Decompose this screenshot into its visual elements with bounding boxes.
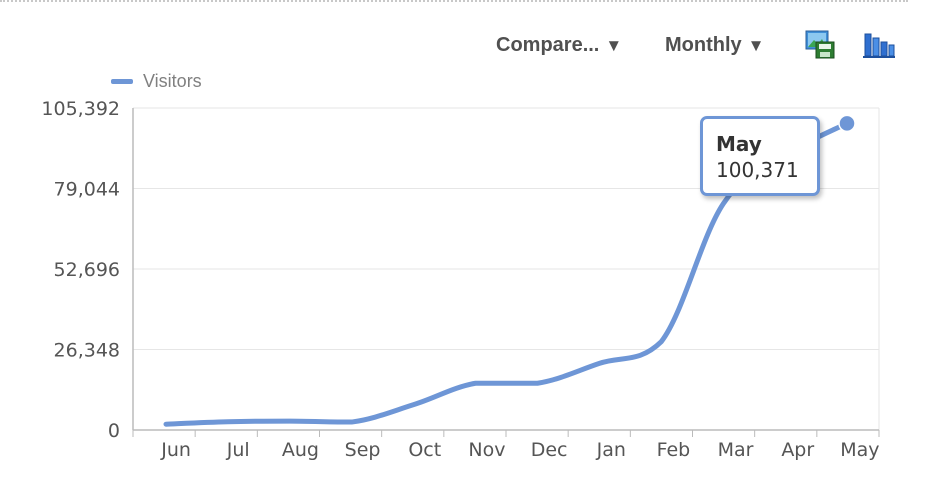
compare-dropdown-arrow-icon: ▼: [605, 36, 623, 55]
top-dotted-border: [0, 0, 908, 2]
legend-item-visitors[interactable]: Visitors: [111, 70, 202, 92]
x-tick-label: Jun: [160, 439, 191, 461]
save-image-icon: [805, 30, 835, 59]
data-point[interactable]: [719, 200, 727, 208]
period-dropdown-arrow-icon: ▼: [747, 36, 765, 55]
data-point[interactable]: [657, 338, 665, 346]
y-tick-label: 79,044: [54, 179, 120, 201]
y-tick-label: 52,696: [54, 259, 120, 281]
legend-label: Visitors: [143, 70, 202, 91]
x-tick-label: Dec: [531, 439, 568, 461]
x-tick-label: Aug: [282, 439, 319, 461]
data-point[interactable]: [348, 418, 356, 426]
save-image-button[interactable]: [803, 28, 837, 60]
x-tick-label: Mar: [718, 439, 754, 461]
period-label: Monthly: [665, 34, 742, 56]
compare-label: Compare...: [496, 34, 600, 56]
x-tick-label: Apr: [781, 439, 814, 461]
x-tick-label: Jan: [596, 439, 626, 461]
y-tick-label: 26,348: [54, 340, 120, 362]
data-point[interactable]: [224, 418, 232, 426]
x-tick-label: Feb: [657, 439, 691, 461]
tooltip-title: May: [716, 132, 762, 156]
legend-swatch: [111, 78, 133, 84]
data-point[interactable]: [533, 379, 541, 387]
period-dropdown[interactable]: Monthly ▼: [665, 33, 764, 58]
axes: [132, 108, 880, 437]
x-tick-label: May: [840, 439, 879, 461]
chart-type-button[interactable]: [862, 28, 896, 60]
bar-chart-icon: [863, 33, 895, 58]
y-axis-ticks: 0 26,348 52,696 79,044 105,392: [41, 98, 120, 442]
x-tick-label: Sep: [345, 439, 381, 461]
data-point[interactable]: [162, 420, 170, 428]
x-tick-label: Oct: [408, 439, 441, 461]
x-tick-label: Nov: [468, 439, 505, 461]
data-point[interactable]: [410, 401, 418, 409]
x-axis-ticks: Jun Jul Aug Sep Oct Nov Dec Jan Feb Mar Apr May: [160, 439, 879, 461]
compare-dropdown[interactable]: Compare... ▼: [496, 33, 622, 58]
y-tick-label: 105,392: [41, 98, 120, 120]
data-tooltip: May 100,371: [700, 116, 820, 196]
data-point[interactable]: [472, 379, 480, 387]
tooltip-value: 100,371: [716, 158, 799, 182]
y-tick-label: 0: [108, 420, 120, 442]
x-tick-label: Jul: [226, 439, 250, 461]
highlighted-data-point[interactable]: [838, 114, 856, 133]
data-point[interactable]: [286, 417, 294, 425]
grid-lines: [133, 107, 880, 430]
data-point[interactable]: [595, 359, 603, 367]
